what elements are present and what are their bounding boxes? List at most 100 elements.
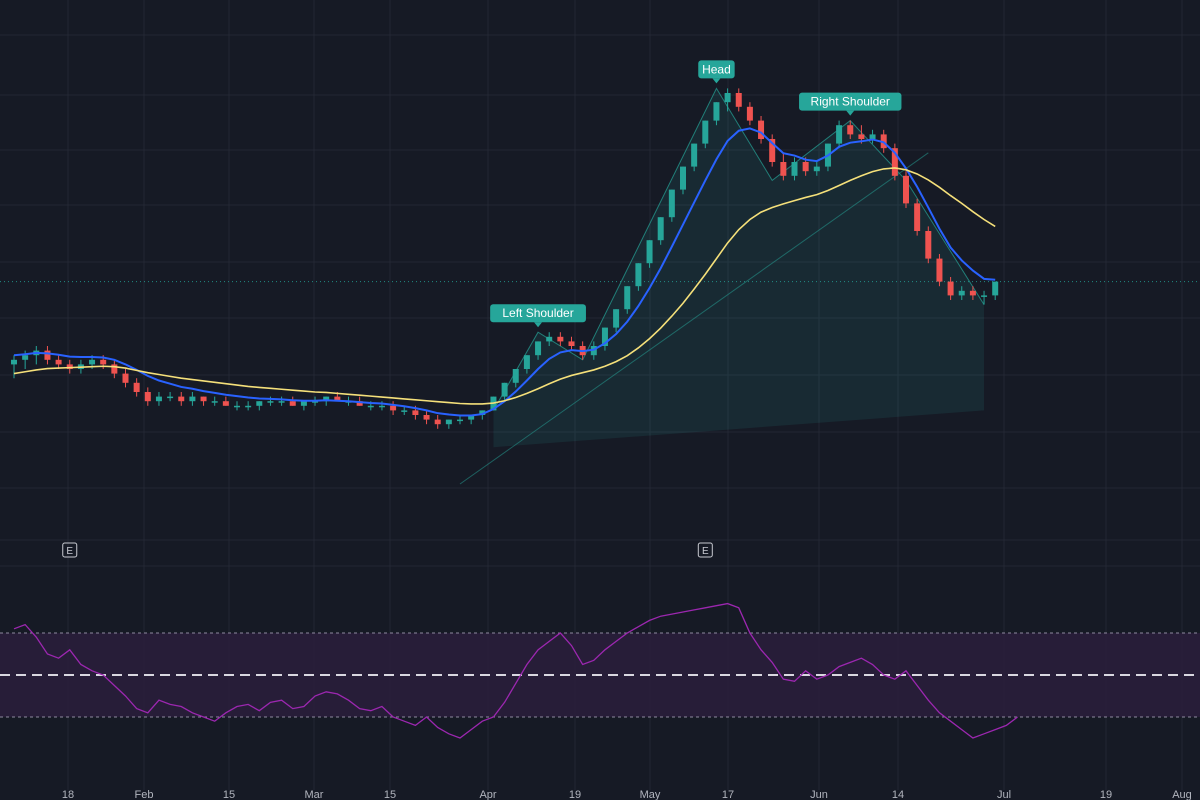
candle-body [836, 125, 843, 144]
candle-body [791, 162, 798, 176]
candle-body [356, 401, 363, 406]
candle-body [624, 286, 631, 310]
candle-body [758, 120, 765, 139]
x-axis-tick-labels: 18 Feb 15 Mar 15 Apr 19 May 17 Jun 14 Jul 19 Aug [62, 789, 1192, 800]
candle [813, 162, 820, 176]
candle [613, 309, 620, 333]
x-tick-label: 18 [62, 789, 74, 800]
candle [155, 392, 162, 406]
candle-body [914, 203, 921, 231]
candle-body [278, 401, 285, 403]
candle-body [813, 166, 820, 172]
candle [445, 419, 452, 429]
candle-body [858, 134, 865, 139]
candle [55, 355, 62, 369]
candle-body [936, 258, 943, 282]
earnings-marker[interactable]: E [62, 542, 78, 558]
candle-body [412, 410, 419, 415]
candle [200, 396, 207, 406]
candle-body [133, 382, 140, 392]
candle-body [200, 396, 207, 402]
earnings-letter: E [702, 546, 709, 557]
candle-body [178, 396, 185, 402]
head-label: Head [698, 60, 735, 84]
candle [111, 359, 118, 379]
candle [300, 401, 307, 411]
label-text: Left Shoulder [502, 306, 573, 320]
candle-body [947, 281, 954, 296]
candle [758, 116, 765, 144]
candle-body [969, 290, 976, 296]
candle-body [869, 134, 876, 139]
candle-body [702, 120, 709, 144]
candle-body [646, 240, 653, 264]
candle [914, 198, 921, 236]
candle-body [245, 405, 252, 408]
candle [969, 286, 976, 300]
candle-body [635, 263, 642, 287]
candle [668, 189, 675, 222]
candle [724, 88, 731, 112]
candle [958, 286, 965, 300]
rsi-line [13, 602, 1018, 739]
candle-body [981, 295, 988, 297]
candle [769, 134, 776, 167]
candle-body [367, 405, 374, 408]
candle-body [423, 415, 430, 420]
candle [234, 401, 240, 411]
candle-body [111, 364, 118, 374]
candle [869, 129, 876, 144]
label-background [698, 60, 735, 79]
candle-body [613, 309, 620, 328]
candle-body [100, 359, 107, 365]
candle-body [66, 364, 73, 369]
candle-body [445, 419, 452, 425]
candle [702, 120, 709, 149]
candle-body [735, 93, 742, 107]
candle [189, 392, 196, 406]
candle-body [390, 405, 397, 411]
label-text: Right Shoulder [811, 95, 890, 109]
ema-slow-line [13, 167, 996, 405]
candle [546, 332, 553, 346]
earnings-letter: E [66, 546, 73, 557]
candle-body [234, 405, 240, 408]
rsi-band [0, 632, 1200, 718]
candle [167, 392, 174, 402]
candle-body [557, 336, 564, 342]
candle-body [601, 327, 608, 346]
candle-body [256, 401, 263, 406]
earnings-marker[interactable]: E [697, 542, 713, 558]
candle-body [724, 93, 731, 103]
candle [401, 405, 408, 415]
pattern-neckline [459, 152, 929, 485]
candle-body [780, 162, 787, 176]
candle [211, 396, 218, 406]
candle [925, 226, 932, 264]
candle-body [267, 401, 274, 403]
candle [468, 415, 475, 425]
candle [646, 240, 653, 268]
candle-body [891, 148, 898, 176]
x-tick-label: 17 [722, 789, 734, 800]
candle [66, 359, 73, 374]
candle [501, 382, 508, 402]
x-tick-label: 15 [384, 789, 396, 800]
candle-body [903, 175, 909, 204]
candle-body [222, 401, 229, 406]
earnings-box [697, 542, 713, 558]
x-tick-label: 19 [569, 789, 581, 800]
x-tick-label: Apr [479, 789, 496, 800]
candle [245, 401, 252, 411]
candle-body [289, 401, 296, 406]
candle [557, 332, 564, 346]
candle-body [11, 359, 17, 365]
candle [713, 102, 720, 126]
candle-body [746, 106, 753, 121]
candle-body [468, 415, 475, 420]
candle-body [680, 166, 686, 190]
candlestick-series[interactable] [11, 88, 999, 429]
candle-body [300, 401, 307, 406]
